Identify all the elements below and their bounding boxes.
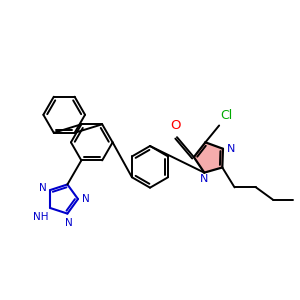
Polygon shape — [194, 142, 223, 172]
Text: Cl: Cl — [220, 110, 232, 122]
Text: N: N — [82, 194, 90, 204]
Text: O: O — [170, 119, 181, 132]
Text: NH: NH — [33, 212, 49, 222]
Text: N: N — [226, 144, 235, 154]
Text: N: N — [200, 174, 208, 184]
Text: N: N — [65, 218, 73, 228]
Text: N: N — [38, 184, 46, 194]
